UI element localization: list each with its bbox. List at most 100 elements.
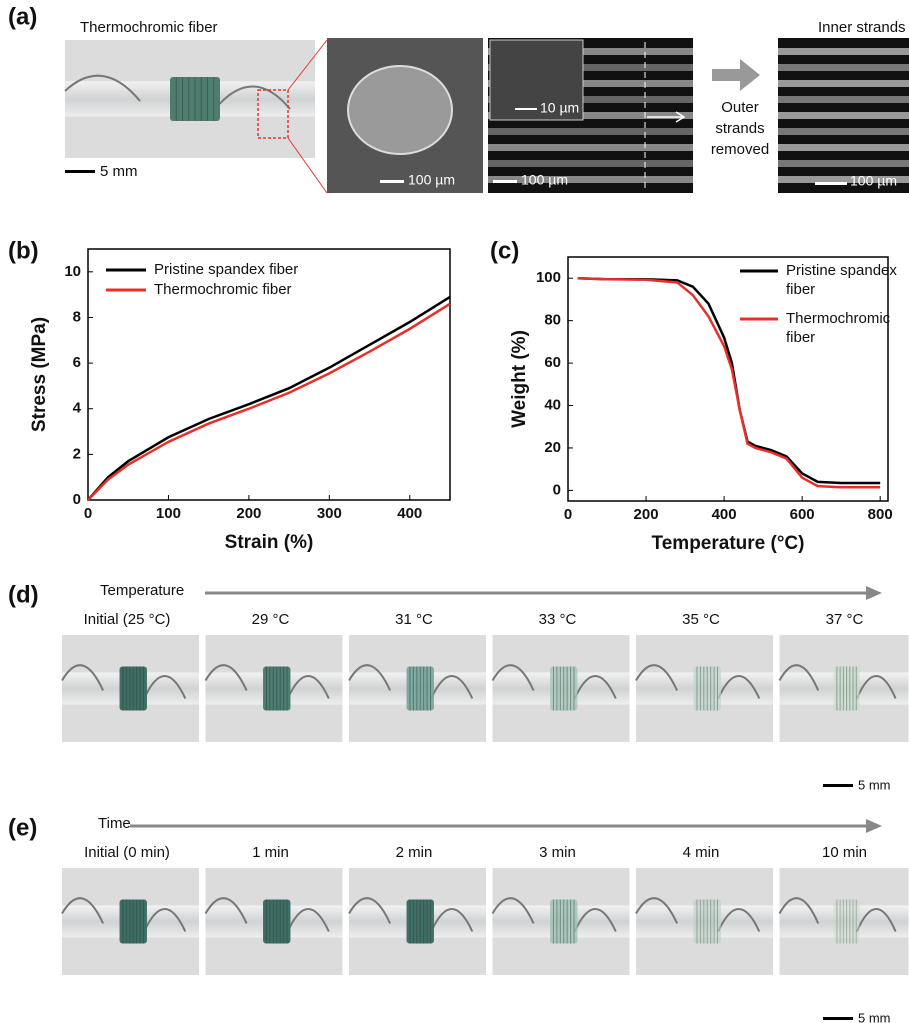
- bar: [823, 784, 853, 787]
- legend-label: Pristine spandex fiber: [154, 261, 298, 278]
- bar: [380, 180, 404, 183]
- x-tick-label: 800: [868, 506, 893, 523]
- helix: [635, 664, 761, 699]
- frame-label: 3 min: [539, 844, 576, 861]
- helix: [204, 664, 330, 699]
- bar: [493, 180, 517, 183]
- label: Thermochromic fiber: [80, 19, 218, 36]
- legend-label: Thermochromic fiber: [154, 281, 292, 298]
- label: 10 µm: [540, 100, 579, 116]
- series-line: [577, 276, 881, 485]
- coil: [693, 899, 721, 944]
- helix: [491, 664, 617, 699]
- strand: [778, 160, 909, 167]
- fiber-section: [347, 65, 453, 155]
- strand: [488, 96, 693, 103]
- bar: [65, 170, 95, 173]
- label: 100 µm: [408, 172, 455, 188]
- label: 5 mm: [100, 163, 138, 180]
- y-tick-label: 0: [553, 481, 561, 498]
- legend-line: fiber: [786, 281, 815, 298]
- legend-label: Thermochromic fiber: [786, 310, 891, 346]
- plot-frame: [87, 248, 451, 501]
- y-axis-label: Weight (%): [509, 330, 530, 428]
- y-tick-label: 60: [544, 354, 561, 371]
- label: (d): [8, 581, 39, 608]
- plot-frame: [567, 256, 889, 502]
- label: 100 µm: [850, 173, 897, 189]
- strand: [488, 128, 693, 135]
- label: Inner strands: [818, 19, 906, 36]
- x-tick-label: 0: [564, 506, 572, 523]
- label: strands: [715, 120, 764, 137]
- helix: [635, 897, 761, 932]
- helix: [778, 897, 897, 932]
- frame-label: 31 °C: [395, 611, 433, 628]
- x-tick-label: 200: [634, 506, 659, 523]
- y-tick-label: 8: [73, 308, 81, 325]
- x-axis-label: Strain (%): [225, 532, 314, 553]
- y-tick-label: 80: [544, 312, 561, 329]
- x-tick-label: 200: [236, 505, 261, 522]
- label: (c): [490, 237, 519, 264]
- y-tick-label: 6: [73, 354, 81, 371]
- y-tick-label: 4: [73, 400, 82, 417]
- frame-label: 37 °C: [826, 611, 864, 628]
- scale-label: 5 mm: [858, 1010, 891, 1023]
- legend-line: Thermochromic: [786, 310, 891, 327]
- coil: [833, 666, 860, 711]
- label: removed: [711, 141, 769, 158]
- y-tick-label: 2: [73, 445, 81, 462]
- strand: [778, 176, 909, 183]
- strand: [778, 112, 909, 119]
- frame-label: Initial (25 °C): [84, 611, 171, 628]
- strand: [778, 48, 909, 55]
- legend-line: fiber: [786, 329, 815, 346]
- helix: [778, 664, 897, 699]
- coil: [550, 666, 578, 711]
- strand: [488, 176, 693, 183]
- coil: [833, 899, 860, 944]
- x-tick-label: 400: [712, 506, 737, 523]
- strand: [488, 48, 693, 55]
- helix: [61, 897, 187, 932]
- coil: [550, 899, 578, 944]
- helix: [491, 897, 617, 932]
- strand: [778, 128, 909, 135]
- strand: [488, 64, 693, 71]
- strand: [778, 96, 909, 103]
- frame-label: 29 °C: [252, 611, 290, 628]
- helix: [348, 897, 474, 932]
- helix: [204, 897, 330, 932]
- arrow-head: [866, 586, 882, 600]
- series-line: [87, 302, 451, 501]
- y-tick-label: 0: [73, 491, 81, 508]
- y-tick-label: 40: [544, 396, 561, 413]
- y-tick-label: 10: [64, 263, 81, 280]
- label: (e): [8, 814, 37, 841]
- arrow: [647, 111, 686, 123]
- x-tick-label: 400: [397, 505, 422, 522]
- series-line: [577, 276, 881, 489]
- helix: [64, 74, 291, 110]
- zoom-lines: [287, 39, 328, 194]
- x-tick-label: 300: [317, 505, 342, 522]
- zoom-box: [257, 89, 289, 139]
- frame-label: Initial (0 min): [84, 844, 170, 861]
- frame-label: 10 min: [822, 844, 867, 861]
- strand: [488, 80, 693, 87]
- frame-label: 2 min: [396, 844, 433, 861]
- legend-line: Pristine spandex: [786, 262, 897, 279]
- x-axis-label: Temperature (°C): [652, 533, 805, 554]
- label: Outer: [721, 99, 759, 116]
- frame-label: 1 min: [252, 844, 289, 861]
- label: Time: [98, 815, 131, 832]
- x-tick-label: 600: [790, 506, 815, 523]
- inset: [489, 39, 584, 121]
- bar: [823, 1017, 853, 1020]
- frame-label: 35 °C: [682, 611, 720, 628]
- label: (a): [8, 3, 37, 30]
- helix: [61, 664, 187, 699]
- frame-label: 33 °C: [539, 611, 577, 628]
